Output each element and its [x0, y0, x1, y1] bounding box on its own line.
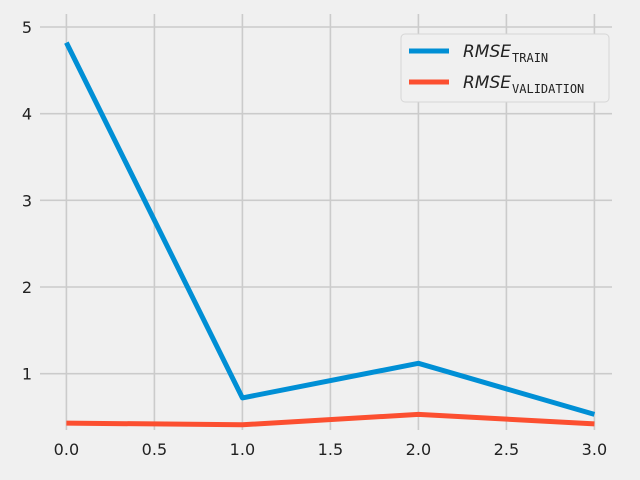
tick-labels: 0.0 0.5 1.0 1.5 2.0 2.5 3.0 1 2 3 4 5: [22, 18, 607, 459]
x-tick-label: 2.0: [406, 440, 431, 459]
y-tick-label: 4: [22, 105, 32, 124]
y-tick-label: 3: [22, 191, 32, 210]
x-tick-label: 1.0: [230, 440, 255, 459]
x-tick-label: 0.5: [142, 440, 167, 459]
legend-label: RMSETRAIN: [463, 42, 548, 65]
x-tick-label: 0.0: [54, 440, 79, 459]
y-tick-label: 2: [22, 278, 32, 297]
x-tick-label: 3.0: [582, 440, 607, 459]
legend-box: [400, 33, 610, 103]
y-tick-label: 1: [22, 365, 32, 384]
legend: RMSETRAIN RMSEVALIDATION: [400, 33, 610, 103]
x-tick-label: 2.5: [494, 440, 519, 459]
x-tick-label: 1.5: [318, 440, 343, 459]
legend-label: RMSEVALIDATION: [463, 73, 584, 96]
series-line-validation: [66, 411, 595, 428]
y-tick-label: 5: [22, 18, 32, 37]
series-lines: [64, 41, 596, 428]
series-line-train: [64, 41, 596, 417]
